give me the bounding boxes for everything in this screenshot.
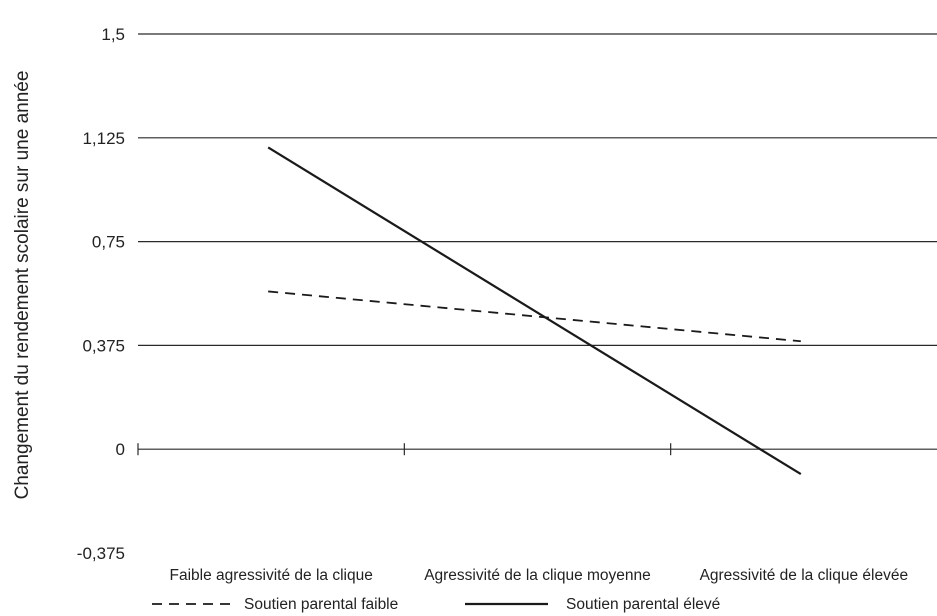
y-tick-label: 0,375: [82, 336, 125, 355]
series-line: [267, 146, 802, 476]
series-lines: [267, 146, 802, 476]
y-tick-label: 0: [116, 440, 125, 459]
y-tick-label: 1,5: [101, 25, 125, 44]
y-tick-label: -0,375: [77, 544, 125, 563]
y-tick-label: 0,75: [92, 233, 125, 252]
y-tick-labels: 1,5 1,125 0,75 0,375 0 -0,375: [77, 25, 125, 563]
legend-label: Soutien parental faible: [244, 596, 398, 613]
x-tick-label: Agressivité de la clique moyenne: [424, 567, 651, 584]
series-line: [268, 290, 801, 343]
x-tick-label: Agressivité de la clique élevée: [700, 567, 909, 584]
y-axis-label: Changement du rendement scolaire sur une…: [12, 71, 33, 500]
gridlines: [138, 33, 937, 346]
legend-label: Soutien parental élevé: [566, 596, 720, 613]
x-tick-labels: Faible agressivité de la clique Agressivi…: [169, 567, 908, 584]
x-tick-label: Faible agressivité de la clique: [169, 567, 372, 584]
legend: Soutien parental faible Soutien parental …: [152, 596, 720, 613]
x-axis: [137, 443, 937, 456]
y-tick-label: 1,125: [82, 129, 125, 148]
